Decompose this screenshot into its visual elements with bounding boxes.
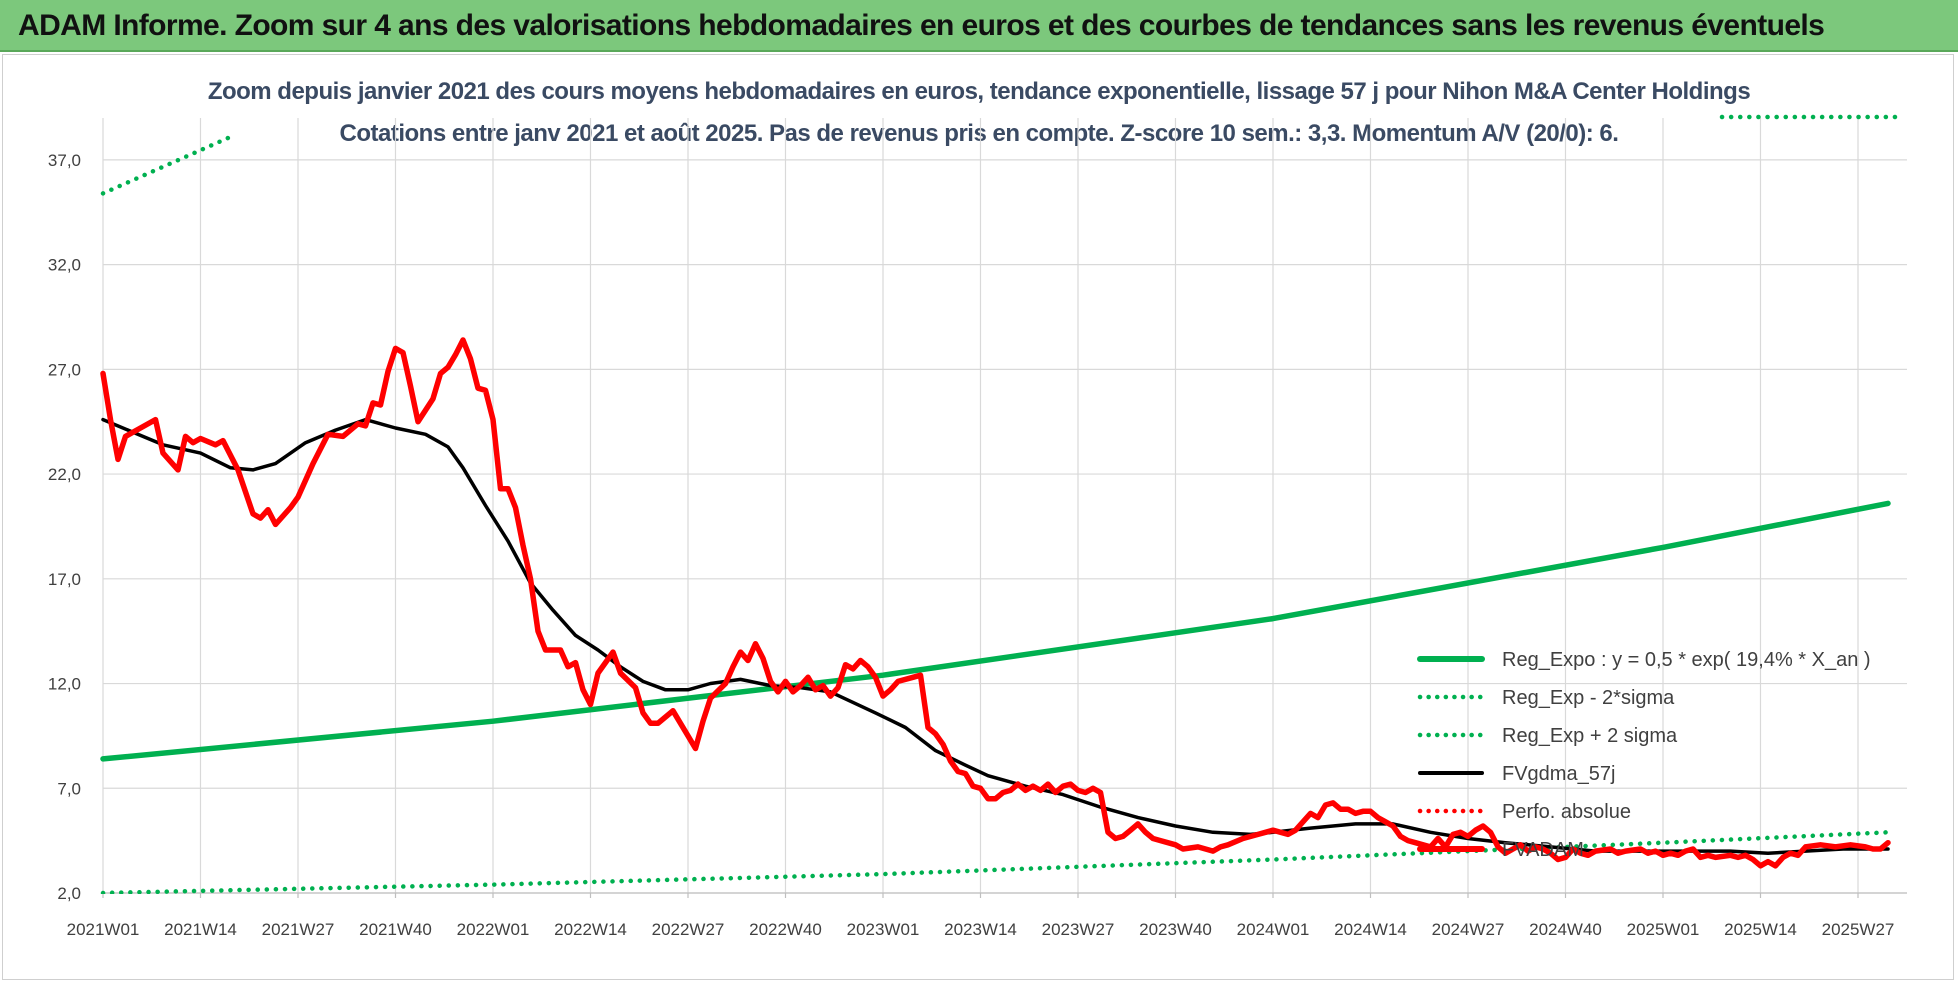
chart-title: Zoom depuis janvier 2021 des cours moyen… [207,78,1751,105]
y-axis-ticks: 2,0 7,0 12,0 17,0 22,0 27,0 32,0 37,0 [48,151,81,903]
x-axis-ticks: 2021W01 2021W14 2021W27 2021W40 2022W01 2022W… [67,920,1895,939]
gridlines [102,118,1907,898]
chart-frame [2,54,1954,980]
legend-label-2: Reg_Exp + 2 sigma [1502,725,1678,747]
x-tick-label: 2025W01 [1627,920,1700,939]
legend: Reg_Expo : y = 0,5 * exp( 19,4% * X_an )… [1417,649,1871,861]
legend-label-1: Reg_Exp - 2*sigma [1502,687,1675,709]
legend-label-0: Reg_Expo : y = 0,5 * exp( 19,4% * X_an ) [1502,649,1871,671]
x-tick-label: 2022W01 [457,920,530,939]
x-tick-label: 2022W27 [652,920,725,939]
x-tick-label: 2023W01 [847,920,920,939]
x-tick-label: 2024W40 [1529,920,1602,939]
banner-title: ADAM Informe. Zoom sur 4 ans des valoris… [18,9,1825,42]
y-tick-label: 32,0 [48,256,81,275]
x-tick-label: 2021W14 [164,920,237,939]
series-line-1 [100,830,1891,894]
x-tick-label: 2024W27 [1432,920,1505,939]
legend-label-5: FVADAM [1502,839,1584,861]
x-tick-label: 2023W14 [944,920,1017,939]
x-tick-label: 2024W14 [1334,920,1407,939]
x-tick-label: 2023W27 [1042,920,1115,939]
x-tick-label: 2021W27 [262,920,335,939]
x-tick-label: 2022W40 [749,920,822,939]
series-lines [100,134,1891,894]
chart-subtitle: Cotations entre janv 2021 et août 2025. … [339,120,1619,147]
x-tick-label: 2021W40 [359,920,432,939]
legend-label-3: FVgdma_57j [1502,763,1615,785]
y-tick-label: 27,0 [48,360,81,379]
series-line-2 [100,134,233,196]
x-tick-label: 2021W01 [67,920,140,939]
banner: ADAM Informe. Zoom sur 4 ans des valoris… [0,0,1958,52]
y-tick-label: 12,0 [48,675,81,694]
y-tick-label: 22,0 [48,465,81,484]
series-line-0 [100,500,1891,762]
series-line-3 [101,417,1890,855]
y-tick-label: 37,0 [48,151,81,170]
x-tick-label: 2023W40 [1139,920,1212,939]
y-tick-label: 2,0 [57,884,81,903]
y-tick-label: 7,0 [57,779,81,798]
x-tick-label: 2025W27 [1822,920,1895,939]
y-tick-label: 17,0 [48,570,81,589]
series-line-5 [100,337,1891,869]
legend-label-4: Perfo. absolue [1502,801,1631,823]
x-tick-label: 2024W01 [1237,920,1310,939]
x-tick-label: 2025W14 [1724,920,1797,939]
x-tick-label: 2022W14 [554,920,627,939]
